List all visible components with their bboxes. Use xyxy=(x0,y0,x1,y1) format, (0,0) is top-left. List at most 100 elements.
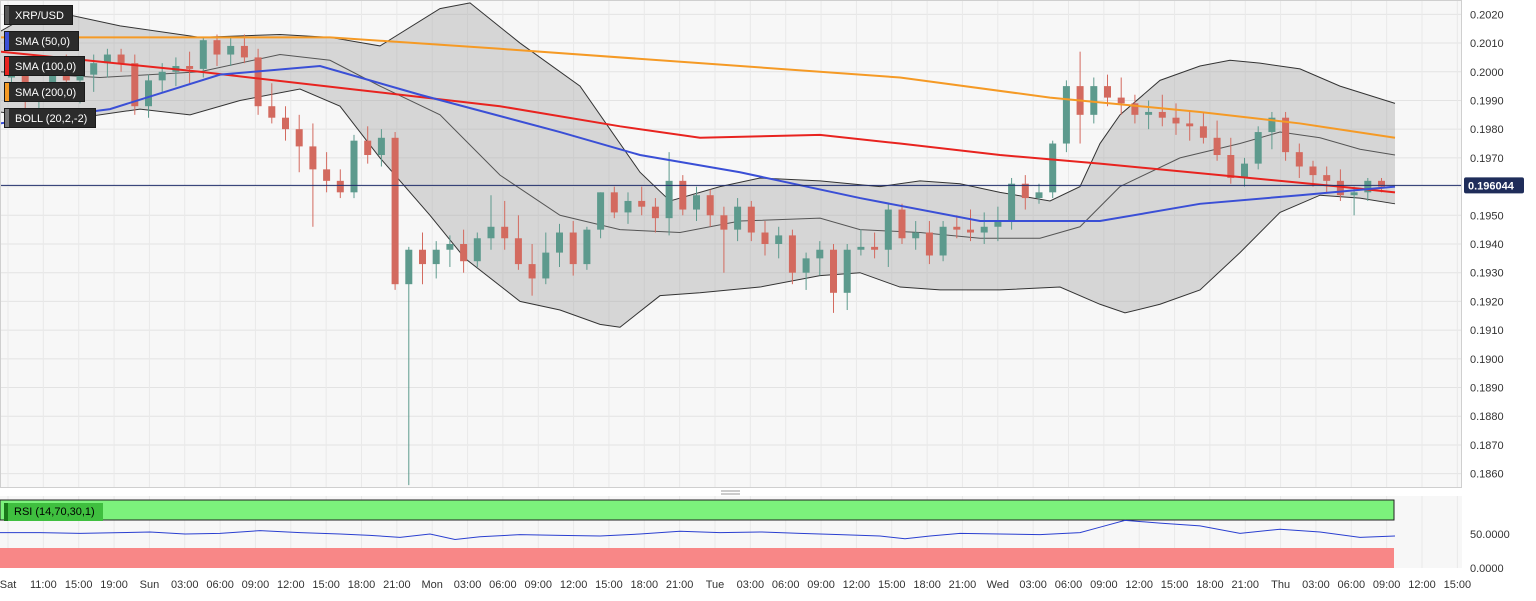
candle-bull xyxy=(1350,192,1358,196)
candle-bull xyxy=(1268,117,1276,133)
x-tick-label: Sun xyxy=(140,579,160,591)
candle-bear xyxy=(1378,180,1385,187)
x-tick-label: 03:00 xyxy=(454,579,482,591)
x-tick-label: Thu xyxy=(1271,579,1290,591)
candle-bull xyxy=(76,74,84,81)
y-tick-label: 0.1990 xyxy=(1470,95,1504,107)
legend-rsi[interactable]: RSI (14,70,30,1) xyxy=(4,503,103,521)
x-tick-label: 06:00 xyxy=(1338,579,1366,591)
candle-bear xyxy=(871,246,879,250)
x-tick-label: 11:00 xyxy=(30,579,57,591)
candle-bear xyxy=(1323,175,1331,181)
candle-bear xyxy=(1172,117,1180,124)
x-tick-label: 15:00 xyxy=(878,579,906,591)
y-tick-label: 0.2020 xyxy=(1470,9,1504,21)
y-tick-label: 0.1910 xyxy=(1470,325,1504,337)
candle-bear xyxy=(651,206,659,219)
candle-bull xyxy=(103,54,111,64)
price-axis-bg xyxy=(1462,0,1536,488)
x-tick-label: 15:00 xyxy=(1444,579,1472,591)
candle-bear xyxy=(336,180,344,193)
x-tick-label: 18:00 xyxy=(348,579,376,591)
candle-bull xyxy=(350,140,358,193)
current-price-badge xyxy=(1464,177,1524,194)
candle-bear xyxy=(638,200,646,207)
x-tick-label: 12:00 xyxy=(1408,579,1436,591)
x-tick-label: 09:00 xyxy=(524,579,552,591)
candle-bull xyxy=(1364,180,1372,193)
candle-bear xyxy=(761,232,769,244)
x-tick-label: 12:00 xyxy=(277,579,305,591)
x-tick-label: 12:00 xyxy=(560,579,588,591)
candle-bear xyxy=(1104,86,1111,98)
candle-bear xyxy=(323,169,331,181)
candle-bear xyxy=(1199,126,1207,138)
y-tick-label: 0.1950 xyxy=(1470,210,1504,222)
y-tick-label: 0.1940 xyxy=(1470,239,1504,251)
rsi-tick-label: 0.0000 xyxy=(1470,563,1504,575)
y-tick-label: 0.1970 xyxy=(1470,153,1504,165)
legend-sma50[interactable]: SMA (50,0) xyxy=(4,31,80,51)
legend-boll[interactable]: BOLL (20,2,-2) xyxy=(4,108,97,128)
candle-bull xyxy=(665,180,673,219)
candle-bear xyxy=(117,54,125,64)
legend-sma100-swatch xyxy=(5,57,9,75)
y-tick-label: 0.1890 xyxy=(1470,383,1504,395)
candle-bull xyxy=(693,195,700,210)
x-tick-label: 09:00 xyxy=(807,579,835,591)
candle-bear xyxy=(953,226,961,230)
candle-bear xyxy=(720,215,728,230)
candle-bull xyxy=(843,249,851,293)
candle-bull xyxy=(158,71,166,81)
legend-sma100[interactable]: SMA (100,0) xyxy=(4,56,86,76)
pane-splitter xyxy=(0,488,1462,496)
candle-bull xyxy=(542,252,550,279)
y-tick-label: 0.1870 xyxy=(1470,440,1504,452)
candle-bear xyxy=(1186,123,1194,127)
candle-bear xyxy=(213,40,221,55)
y-tick-label: 0.1980 xyxy=(1470,124,1504,136)
price-pane-frame xyxy=(0,0,1462,488)
candle-bull xyxy=(227,45,235,55)
candle-bear xyxy=(967,229,974,233)
candle-bear xyxy=(610,192,618,213)
legend-boll-swatch xyxy=(5,109,9,127)
legend-boll-label: BOLL (20,2,-2) xyxy=(15,113,88,125)
candle-bull xyxy=(994,221,1002,227)
legend-sma200[interactable]: SMA (200,0) xyxy=(4,82,86,102)
x-tick-label: 21:00 xyxy=(666,579,694,591)
candle-bear xyxy=(1131,103,1139,115)
x-tick-label: 18:00 xyxy=(631,579,659,591)
candle-bull xyxy=(145,80,152,107)
candle-bull xyxy=(1241,163,1248,178)
candle-bear xyxy=(706,195,714,216)
x-tick-label: 09:00 xyxy=(1373,579,1401,591)
candle-bull xyxy=(1090,86,1098,115)
candle-bear xyxy=(925,232,933,256)
candle-bear xyxy=(528,264,536,279)
candle-bull xyxy=(802,258,810,273)
candle-bear xyxy=(268,106,276,118)
candle-bull xyxy=(473,238,481,262)
candle-bull xyxy=(1008,183,1016,222)
x-tick-label: Wed xyxy=(987,579,1009,591)
rsi-line xyxy=(0,519,1396,540)
x-tick-label: 06:00 xyxy=(206,579,234,591)
candle-bull xyxy=(734,206,742,230)
boll-mid-line xyxy=(0,54,1396,239)
candle-bull xyxy=(1254,132,1262,164)
rsi-overbought-zone xyxy=(0,499,1395,521)
candle-bear xyxy=(419,249,426,265)
candle-bear xyxy=(309,146,317,170)
legend-sma200-label: SMA (200,0) xyxy=(15,87,77,99)
y-tick-label: 0.1930 xyxy=(1470,268,1504,280)
sma200-line xyxy=(0,36,1396,139)
legend-symbol[interactable]: XRP/USD xyxy=(4,5,73,25)
rsi-tick-label: 50.0000 xyxy=(1470,529,1510,541)
candle-bull xyxy=(624,200,632,213)
x-tick-label: 15:00 xyxy=(595,579,623,591)
candle-bear xyxy=(514,238,522,265)
candle-bear xyxy=(747,206,755,233)
